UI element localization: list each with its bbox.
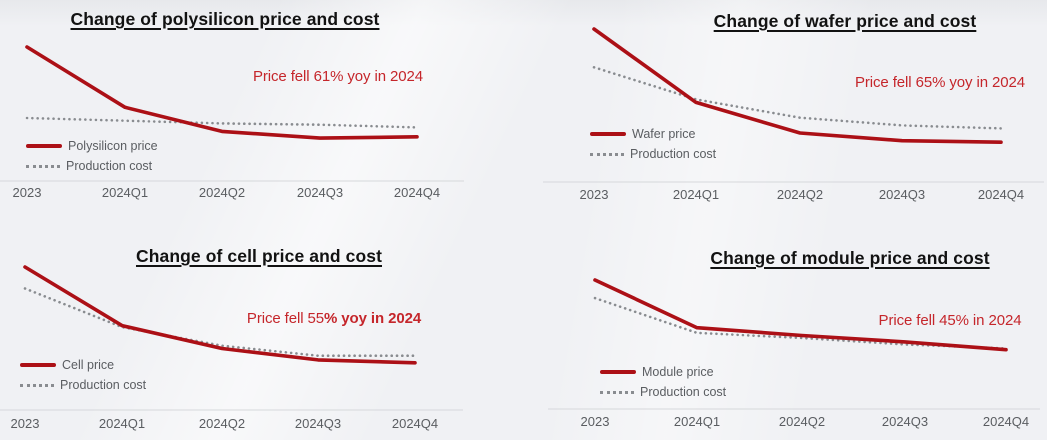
price-fall-annotation: Price fell 65% yoy in 2024 — [855, 74, 1025, 91]
legend-label: Polysilicon price — [68, 139, 158, 153]
x-tick-label: 2023 — [10, 416, 40, 431]
legend: Polysilicon price Production cost — [26, 136, 158, 176]
legend-row-price: Module price — [600, 362, 726, 382]
chart-panel-polysilicon: Change of polysilicon price and cost Pri… — [0, 0, 523, 220]
price-series-line — [593, 278, 1008, 352]
cost-line-swatch-icon — [600, 390, 634, 394]
annotation-text: Price fell 45% in 2024 — [878, 312, 1022, 329]
x-tick-label: 2024Q2 — [776, 187, 824, 202]
legend-row-price: Wafer price — [590, 124, 716, 144]
chart-title: Change of module price and cost — [710, 248, 990, 268]
chart-panel-module: Change of module price and cost Price fe… — [523, 220, 1047, 440]
legend-row-cost: Production cost — [600, 382, 726, 402]
x-tick-label: 2024Q4 — [982, 414, 1030, 429]
x-tick-label: 2023 — [579, 187, 609, 202]
x-tick-label: 2023 — [580, 414, 610, 429]
line-plot — [548, 278, 1040, 410]
x-tick-label: 2024Q3 — [296, 185, 344, 200]
chart-title: Change of cell price and cost — [135, 246, 383, 266]
x-tick-label: 2024Q4 — [977, 187, 1025, 202]
legend: Cell price Production cost — [20, 355, 146, 395]
production-cost-line — [25, 116, 419, 129]
price-series-line — [23, 265, 417, 365]
x-tick-label: 2024Q2 — [198, 416, 246, 431]
chart-panel-cell: Change of cell price and cost Price fell… — [0, 220, 523, 440]
legend-label: Cell price — [62, 358, 115, 372]
line-plot — [543, 27, 1044, 183]
x-tick-label: 2023 — [12, 185, 42, 200]
x-axis-labels: 2023 2024Q1 2024Q2 2024Q3 2024Q4 — [523, 414, 1047, 432]
price-line-swatch-icon — [590, 132, 626, 136]
legend-row-price: Cell price — [20, 355, 146, 375]
cost-line-swatch-icon — [20, 383, 54, 387]
annotation-text: Price fell 65% yoy in 2024 — [855, 74, 1025, 91]
chart-panel-wafer: Change of wafer price and cost Price fel… — [523, 0, 1047, 220]
x-tick-label: 2024Q1 — [98, 416, 146, 431]
price-fall-annotation: Price fell 61% yoy in 2024 — [253, 68, 423, 85]
line-plot — [0, 265, 463, 411]
price-line-swatch-icon — [26, 144, 62, 148]
x-axis-labels: 2023 2024Q1 2024Q2 2024Q3 2024Q4 — [523, 187, 1047, 205]
production-cost-line — [593, 296, 1008, 350]
price-fall-annotation: Price fell 55% yoy in 2024 — [247, 310, 421, 327]
legend: Module price Production cost — [600, 362, 726, 402]
x-tick-label: 2024Q3 — [881, 414, 929, 429]
price-line-swatch-icon — [20, 363, 56, 367]
legend-label: Module price — [642, 365, 714, 379]
price-line-swatch-icon — [600, 370, 636, 374]
legend-label: Production cost — [60, 378, 147, 392]
chart-title: Change of wafer price and cost — [713, 11, 977, 31]
x-tick-label: 2024Q1 — [673, 414, 721, 429]
x-tick-label: 2024Q4 — [393, 185, 441, 200]
legend-row-cost: Production cost — [590, 144, 716, 164]
price-series-line — [592, 27, 1003, 144]
annotation-text-bold: % yoy in 2024 — [323, 310, 422, 327]
x-axis-labels: 2023 2024Q1 2024Q2 2024Q3 2024Q4 — [0, 185, 523, 203]
x-tick-label: 2024Q2 — [198, 185, 246, 200]
annotation-text: Price fell 61% yoy in 2024 — [253, 68, 423, 85]
line-plot — [0, 45, 464, 182]
cost-line-swatch-icon — [590, 152, 624, 156]
x-tick-label: 2024Q3 — [878, 187, 926, 202]
x-tick-label: 2024Q4 — [391, 416, 439, 431]
cost-line-swatch-icon — [26, 164, 60, 168]
x-tick-label: 2024Q1 — [672, 187, 720, 202]
price-series-line — [25, 45, 419, 140]
chart-title: Change of polysilicon price and cost — [70, 9, 380, 29]
x-axis-labels: 2023 2024Q1 2024Q2 2024Q3 2024Q4 — [0, 416, 523, 434]
price-fall-annotation: Price fell 45% in 2024 — [879, 312, 1022, 329]
legend-row-cost: Production cost — [20, 375, 146, 395]
production-cost-line — [592, 66, 1003, 130]
legend-row-cost: Production cost — [26, 156, 158, 176]
annotation-text: Price fell 55 — [246, 310, 324, 327]
legend-label: Production cost — [66, 159, 153, 173]
legend-label: Production cost — [630, 147, 717, 161]
legend-label: Production cost — [640, 385, 727, 399]
legend: Wafer price Production cost — [590, 124, 716, 164]
production-cost-line — [23, 287, 417, 357]
legend-label: Wafer price — [632, 127, 696, 141]
x-tick-label: 2024Q3 — [294, 416, 342, 431]
legend-row-price: Polysilicon price — [26, 136, 158, 156]
x-tick-label: 2024Q1 — [101, 185, 149, 200]
x-tick-label: 2024Q2 — [778, 414, 826, 429]
